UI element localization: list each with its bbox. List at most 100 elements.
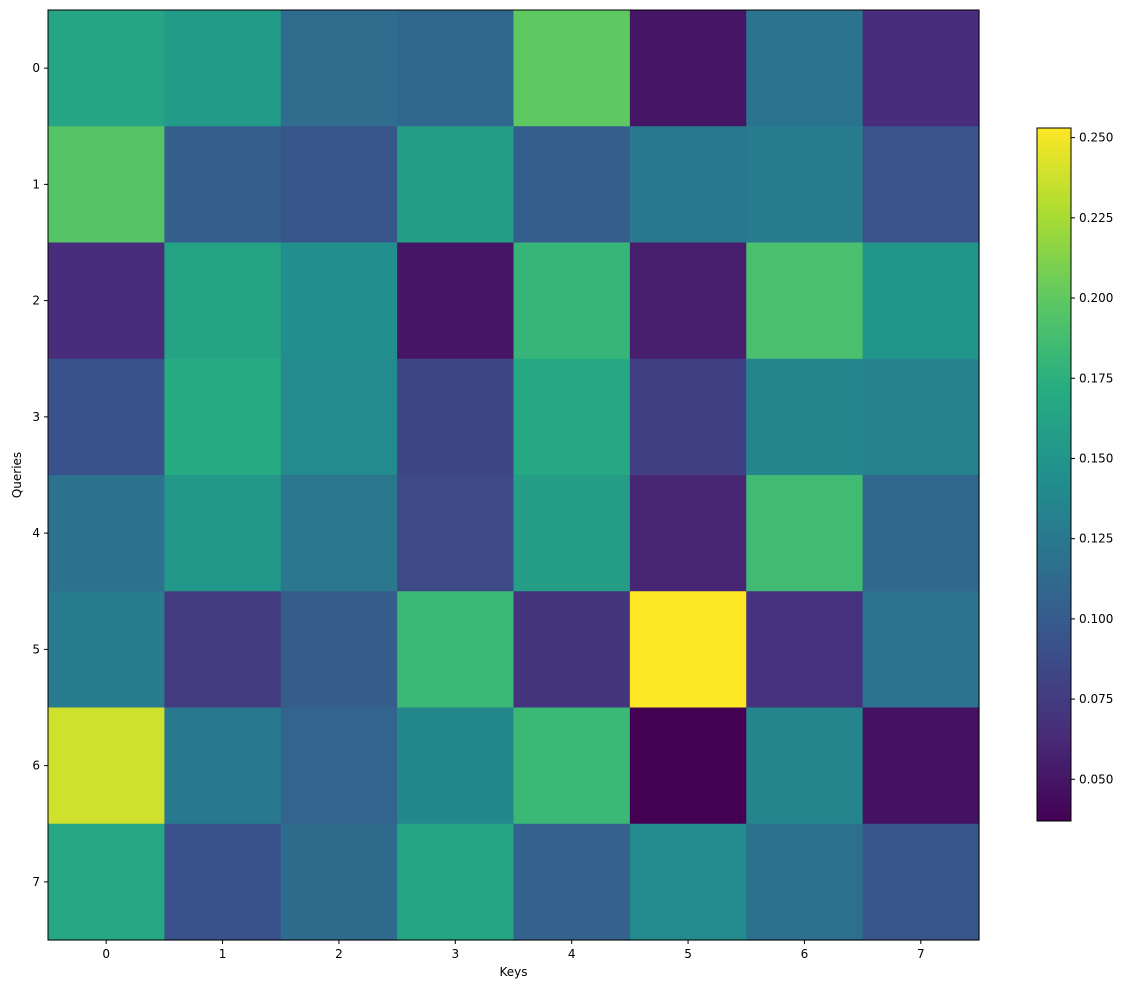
y-tick-label: 4 (32, 526, 40, 540)
heatmap-cell (629, 358, 747, 476)
heatmap-cell (48, 358, 165, 476)
y-axis-ticks: 0 1 2 3 4 5 6 7 (32, 61, 48, 889)
y-axis-label: Queries (10, 452, 24, 498)
heatmap-cell (280, 475, 398, 592)
colorbar-gradient (1037, 128, 1071, 821)
heatmap-cell (629, 10, 747, 127)
heatmap-cell (862, 126, 980, 244)
heatmap-cell (862, 10, 980, 127)
heatmap-cell (629, 591, 747, 709)
colorbar-ticks: 0.050 0.075 0.100 0.125 0.150 0.175 0.200 0.225… (1071, 131, 1113, 786)
heatmap-cell (397, 242, 515, 360)
heatmap-cell (397, 475, 515, 592)
heatmap-cell (164, 358, 282, 476)
heatmap-cell (513, 591, 631, 709)
heatmap-cell (862, 707, 980, 825)
heatmap-cell (280, 591, 398, 709)
heatmap-cell (629, 707, 747, 825)
heatmap-cell (48, 10, 165, 127)
heatmap-cell (280, 823, 398, 941)
heatmap-cell (164, 591, 282, 709)
heatmap-cell (397, 126, 515, 244)
heatmap-cell (513, 475, 631, 592)
heatmap-cell (397, 358, 515, 476)
colorbar-tick-label: 0.075 (1079, 692, 1113, 706)
heatmap-cell (397, 823, 515, 941)
y-tick-label: 5 (32, 642, 40, 656)
heatmap-cell (746, 823, 864, 941)
heatmap-cell (862, 823, 980, 941)
colorbar: 0.050 0.075 0.100 0.125 0.150 0.175 0.200 0.225… (1036, 127, 1113, 822)
y-tick-label: 1 (32, 177, 40, 191)
heatmap-cell (48, 126, 165, 244)
colorbar-tick-label: 0.200 (1079, 291, 1113, 305)
x-tick-label: 5 (684, 947, 692, 961)
colorbar-tick-label: 0.250 (1079, 131, 1113, 145)
heatmap-cell (48, 591, 165, 709)
colorbar-tick-label: 0.175 (1079, 371, 1113, 385)
y-tick-label: 2 (32, 294, 40, 308)
heatmap-cell (164, 10, 282, 127)
y-tick-label: 6 (32, 759, 40, 773)
x-tick-label: 7 (917, 947, 925, 961)
heatmap-cell (48, 823, 165, 941)
heatmap-cell (862, 242, 980, 360)
heatmap-cell (746, 126, 864, 244)
heatmap-cell (397, 707, 515, 825)
heatmap-cell (280, 707, 398, 825)
heatmap-cell (513, 358, 631, 476)
heatmap-cell (629, 475, 747, 592)
heatmap-cell (397, 10, 515, 127)
heatmap-cells (48, 10, 980, 941)
heatmap-cell (513, 242, 631, 360)
x-tick-label: 0 (102, 947, 110, 961)
heatmap-cell (164, 242, 282, 360)
heatmap-cell (280, 126, 398, 244)
colorbar-tick-label: 0.050 (1079, 772, 1113, 786)
heatmap-cell (862, 591, 980, 709)
heatmap-cell (164, 126, 282, 244)
heatmap-cell (280, 358, 398, 476)
heatmap-cell (48, 475, 165, 592)
x-tick-label: 4 (568, 947, 576, 961)
heatmap-cell (746, 242, 864, 360)
heatmap-cell (746, 358, 864, 476)
heatmap-cell (513, 823, 631, 941)
heatmap-cell (164, 707, 282, 825)
x-tick-label: 2 (335, 947, 343, 961)
colorbar-tick-label: 0.225 (1079, 211, 1113, 225)
heatmap-cell (629, 823, 747, 941)
x-tick-label: 6 (801, 947, 809, 961)
x-tick-label: 3 (451, 947, 459, 961)
heatmap-cell (629, 242, 747, 360)
heatmap-cell (746, 591, 864, 709)
heatmap-cell (746, 475, 864, 592)
heatmap-cell (513, 126, 631, 244)
heatmap-cell (513, 707, 631, 825)
heatmap-cell (397, 591, 515, 709)
heatmap-cell (48, 242, 165, 360)
colorbar-tick-label: 0.150 (1079, 451, 1113, 465)
heatmap-cell (280, 242, 398, 360)
heatmap-cell (48, 707, 165, 825)
y-tick-label: 3 (32, 410, 40, 424)
x-axis-ticks: 0 1 2 3 4 5 6 7 (102, 940, 925, 961)
heatmap-cell (746, 10, 864, 127)
heatmap-cell (280, 10, 398, 127)
x-tick-label: 1 (219, 947, 227, 961)
heatmap-cell (862, 358, 980, 476)
colorbar-tick-label: 0.100 (1079, 612, 1113, 626)
colorbar-tick-label: 0.125 (1079, 532, 1113, 546)
y-tick-label: 7 (32, 875, 40, 889)
plot-frame (47, 9, 980, 941)
y-tick-label: 0 (32, 61, 40, 75)
x-axis-label: Keys (499, 965, 527, 979)
heatmap-cell (513, 10, 631, 127)
heatmap-cell (746, 707, 864, 825)
heatmap-cell (862, 475, 980, 592)
colorbar-frame (1036, 127, 1072, 822)
heatmap-cell (164, 823, 282, 941)
heatmap-cell (164, 475, 282, 592)
heatmap-cell (629, 126, 747, 244)
